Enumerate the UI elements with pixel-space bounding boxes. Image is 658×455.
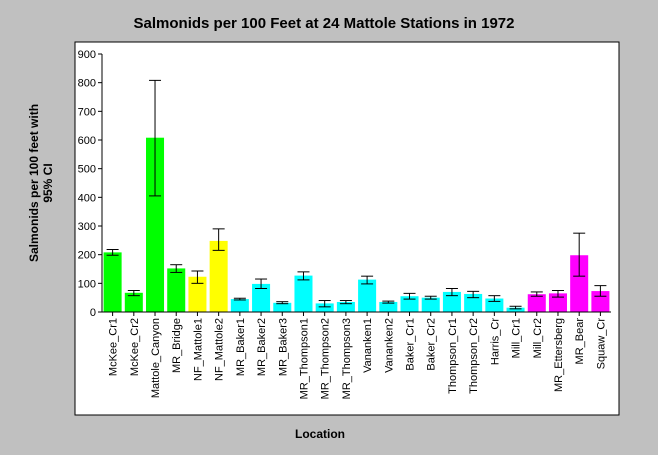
bar <box>506 307 525 312</box>
bar <box>358 279 377 312</box>
bar <box>400 296 419 312</box>
y-tick-label: 900 <box>78 49 96 61</box>
chart-title: Salmonids per 100 Feet at 24 Mattole Sta… <box>134 15 515 32</box>
bar <box>421 297 440 312</box>
bar <box>527 294 546 312</box>
x-axis: McKee_Cr1 McKee_Cr2 Mattole_Canyon MR_Bridg… <box>102 311 611 399</box>
x-tick-label: MR_Baker1 <box>235 318 247 376</box>
bar <box>379 301 398 312</box>
y-tick-label: 600 <box>78 135 96 147</box>
bar <box>315 303 334 312</box>
y-axis-label-line-2: 95% CI <box>41 163 55 202</box>
x-tick-label: MR_Bear <box>574 318 586 365</box>
y-tick-label: 700 <box>78 106 96 118</box>
y-axis-label-line-1: Salmonids per 100 feet with <box>27 104 41 262</box>
x-tick-label: MR_Thompson2 <box>320 318 332 399</box>
bar <box>209 240 228 312</box>
x-tick-label: Vananken1 <box>362 318 374 373</box>
x-tick-label: McKee_Cr1 <box>108 318 120 376</box>
y-tick-label: 100 <box>78 278 96 290</box>
bar <box>273 302 292 312</box>
y-tick-label: 400 <box>78 192 96 204</box>
bar <box>188 276 207 312</box>
x-tick-label: Mill_Cr2 <box>532 318 544 358</box>
x-tick-label: Squaw_Cr <box>595 318 607 370</box>
bar <box>146 137 165 312</box>
x-tick-label: Thompson_Cr2 <box>468 318 480 394</box>
x-tick-label: Baker_Cr2 <box>426 318 438 371</box>
x-tick-label: NF_Mattole1 <box>192 318 204 381</box>
bar <box>103 252 122 312</box>
x-tick-label: MR_Baker3 <box>277 318 289 376</box>
bar <box>570 255 589 312</box>
bar <box>485 298 504 312</box>
x-tick-label: Mill_Cr1 <box>511 318 523 358</box>
y-tick-label: 800 <box>78 78 96 90</box>
x-tick-label: McKee_Cr2 <box>129 318 141 376</box>
error-bars <box>106 79 607 310</box>
bar <box>548 293 567 312</box>
x-axis-label: Location <box>295 427 345 441</box>
x-tick-label: Thompson_Cr1 <box>447 318 459 394</box>
bar <box>294 275 313 312</box>
x-tick-label: MR_Baker2 <box>256 318 268 376</box>
bars <box>103 137 610 312</box>
bar <box>124 292 143 312</box>
bar <box>230 299 249 312</box>
x-tick-label: MR_Ettersberg <box>553 318 565 392</box>
y-tick-label: 200 <box>78 250 96 262</box>
bar <box>464 293 483 312</box>
y-tick-label: 300 <box>78 221 96 233</box>
x-tick-label: MR_Thompson3 <box>341 318 353 399</box>
bar <box>336 301 355 312</box>
x-tick-label: Vananken2 <box>383 318 395 373</box>
x-tick-label: Mattole_Canyon <box>150 318 162 398</box>
x-tick-label: MR_Bridge <box>171 318 183 373</box>
x-tick-label: Baker_Cr1 <box>405 318 417 371</box>
bar <box>167 268 186 312</box>
x-tick-label: MR_Thompson1 <box>298 318 310 399</box>
y-axis: 0 100 200 300 400 500 600 700 800 900 <box>78 49 103 319</box>
y-tick-label: 0 <box>90 307 96 319</box>
plot-area <box>74 41 620 416</box>
y-tick-label: 500 <box>78 164 96 176</box>
bar <box>252 283 271 312</box>
x-tick-label: NF_Mattole2 <box>214 318 226 381</box>
bar <box>442 291 461 312</box>
x-tick-label: Harris_Cr <box>489 318 501 365</box>
